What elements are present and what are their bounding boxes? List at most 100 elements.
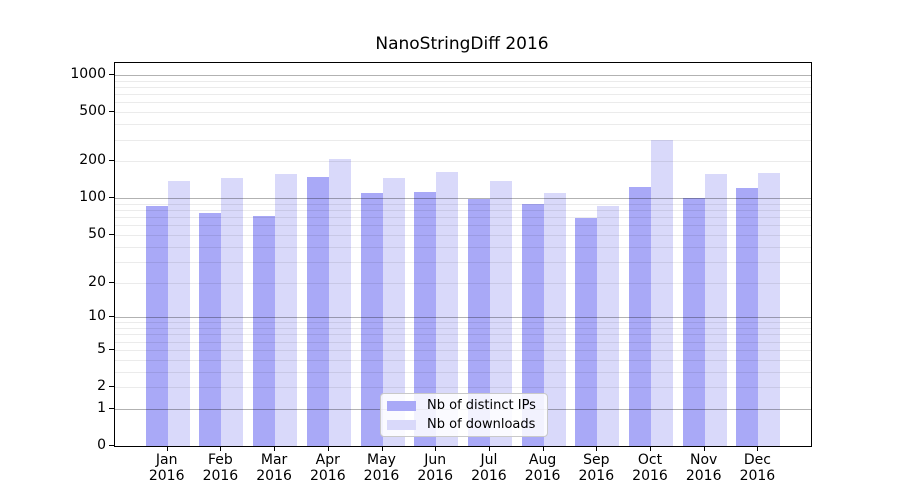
bar-downloads-may (382, 178, 405, 446)
x-tick-label-apr: Apr 2016 (309, 452, 346, 484)
gridlines (115, 63, 811, 446)
bar-distinct-ips-dec (736, 187, 759, 446)
bar-distinct-ips-jan (145, 205, 168, 446)
bar-distinct-ips-feb (199, 212, 222, 446)
x-tick-mark (703, 446, 705, 451)
gridline-minor (115, 161, 811, 163)
y-tick-label: 2 (97, 378, 106, 394)
y-tick-label: 500 (79, 103, 106, 120)
legend: Nb of distinct IPs Nb of downloads (380, 393, 548, 437)
gridline-minor (115, 328, 811, 329)
x-tick-mark (381, 446, 383, 451)
x-tick-label-dec: Dec 2016 (739, 452, 776, 484)
bar-distinct-ips-jul (467, 199, 490, 446)
x-tick-label-jun: Jun 2016 (417, 452, 453, 484)
bar-downloads-jan (167, 180, 190, 446)
y-tick-label: 1000 (70, 66, 106, 82)
gridline-minor (115, 210, 811, 211)
x-tick-label-jan: Jan 2016 (148, 452, 185, 484)
gridline-minor (115, 371, 811, 373)
gridline-major (115, 198, 811, 200)
gridline-minor (115, 349, 811, 351)
y-tick-mark (109, 160, 114, 162)
gridline-minor (115, 80, 811, 82)
x-tick-mark (435, 446, 437, 451)
x-tick-mark (757, 446, 759, 451)
y-tick-label: 20 (88, 273, 106, 290)
x-tick-mark (220, 446, 222, 451)
y-tick-mark (109, 316, 114, 318)
bar-distinct-ips-may (360, 192, 383, 446)
bar-downloads-dec (758, 173, 781, 446)
y-tick-label: 100 (79, 189, 106, 206)
y-tick-mark (109, 445, 114, 446)
bars (115, 63, 811, 446)
gridline-minor (115, 112, 811, 114)
y-tick-label: 0 (97, 437, 106, 453)
gridline-minor (115, 124, 811, 126)
bar-distinct-ips-nov (682, 197, 705, 446)
legend-item-downloads: Nb of downloads (387, 416, 541, 432)
chart-title: NanoStringDiff 2016 (375, 34, 549, 54)
y-tick-mark (109, 74, 114, 75)
x-tick-label-nov: Nov 2016 (685, 452, 722, 484)
gridline-minor (115, 334, 811, 336)
x-tick-label-jul: Jul 2016 (471, 452, 507, 484)
x-tick-mark (488, 446, 490, 451)
bar-downloads-mar (275, 173, 298, 446)
bar-downloads-nov (704, 174, 727, 446)
bar-distinct-ips-mar (253, 216, 276, 446)
y-tick-mark (109, 386, 114, 387)
plot-area: Nb of distinct IPs Nb of downloads (114, 62, 812, 447)
gridline-minor (115, 282, 811, 284)
bar-downloads-oct (651, 140, 673, 446)
gridline-minor (115, 203, 811, 205)
legend-swatch-downloads (387, 419, 416, 430)
gridline-minor (115, 261, 811, 263)
x-tick-mark (327, 446, 329, 451)
y-tick-label: 5 (97, 340, 106, 357)
bar-distinct-ips-sep (575, 217, 598, 446)
y-tick-mark (109, 281, 114, 283)
bar-downloads-aug (543, 193, 566, 446)
gridline-minor (115, 102, 811, 104)
x-tick-mark (166, 446, 168, 451)
y-tick-label: 200 (79, 152, 106, 169)
bar-downloads-jun (436, 172, 459, 446)
x-tick-mark (274, 446, 276, 451)
bar-downloads-sep (597, 206, 620, 446)
x-tick-label-sep: Sep 2016 (578, 452, 615, 484)
gridline-minor (115, 246, 811, 248)
gridline-minor (115, 139, 811, 141)
gridline-minor (115, 341, 811, 343)
y-tick-label: 50 (88, 225, 106, 242)
gridline-minor (115, 359, 811, 361)
gridline-minor (115, 94, 811, 96)
x-tick-label-feb: Feb 2016 (202, 452, 239, 484)
bar-distinct-ips-aug (521, 203, 544, 446)
legend-label-downloads: Nb of downloads (427, 416, 536, 432)
y-tick-mark (109, 233, 114, 235)
bar-distinct-ips-apr (306, 177, 329, 446)
x-tick-mark (596, 446, 598, 451)
legend-label-distinct-ips: Nb of distinct IPs (427, 397, 536, 413)
y-tick-label: 10 (88, 308, 106, 325)
gridline-major (115, 317, 811, 319)
legend-swatch-distinct-ips (387, 400, 416, 411)
gridline-minor (115, 234, 811, 236)
gridline-minor (115, 322, 811, 324)
y-tick-mark (109, 197, 114, 199)
y-tick-label: 1 (97, 399, 106, 416)
gridline-minor (115, 86, 811, 88)
x-tick-label-oct: Oct 2016 (632, 452, 668, 484)
gridline-minor (115, 225, 811, 227)
x-tick-mark (542, 446, 544, 451)
x-tick-label-aug: Aug 2016 (524, 452, 561, 484)
bar-distinct-ips-oct (629, 186, 651, 446)
gridline-minor (115, 217, 811, 219)
x-tick-label-may: May 2016 (363, 452, 400, 484)
bar-downloads-feb (221, 178, 244, 446)
y-tick-mark (109, 407, 114, 409)
bar-downloads-jul (489, 181, 512, 446)
